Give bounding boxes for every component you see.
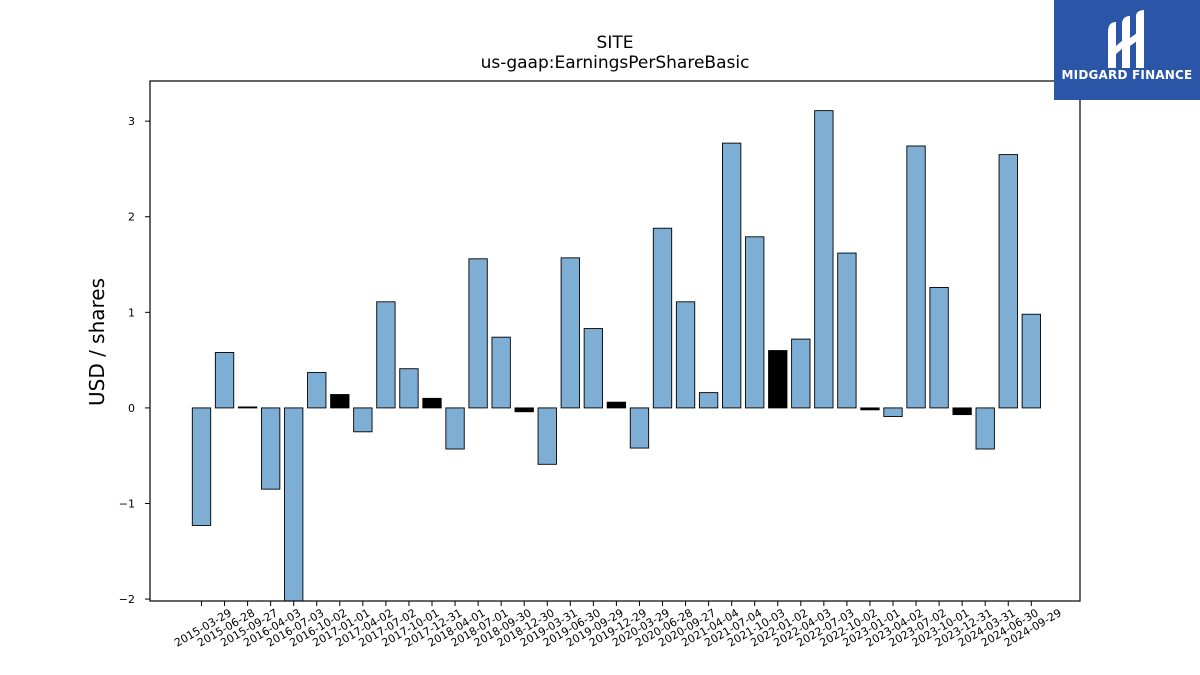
bar-2021-04-04: [698, 392, 719, 409]
bar-2023-04-02: [883, 407, 903, 417]
bar-2019-12-29: [606, 401, 627, 409]
bar-2021-10-03: [745, 236, 765, 409]
bars-group: [191, 110, 1041, 602]
bar-2018-09-30: [491, 336, 511, 409]
chart-title: SITE: [597, 33, 634, 53]
bar-2017-07-02: [376, 301, 396, 409]
bar-2017-01-01: [330, 394, 350, 409]
bar-2020-06-28: [652, 227, 673, 409]
plot-frame: [149, 80, 1081, 602]
bar-2022-04-03: [791, 338, 811, 409]
y-tick-label: −1: [119, 498, 135, 511]
bar-2021-07-04: [722, 142, 742, 409]
y-axis-ticks: −2 −1 0 1 2 3: [119, 115, 150, 606]
y-tick-label: 1: [128, 306, 135, 319]
y-axis-label: USD / shares: [85, 278, 109, 406]
bar-2020-03-29: [629, 407, 650, 449]
bar-2023-07-02: [906, 145, 926, 409]
y-tick-label: −2: [119, 593, 135, 606]
bar-2020-09-27: [675, 301, 696, 409]
logo-text: MIDGARD FINANCE: [1061, 68, 1193, 82]
x-axis-ticks: 2015-03-292015-06-282015-09-272016-04-03…: [172, 601, 1064, 650]
bar-2015-06-28: [214, 352, 235, 409]
bar-2019-03-31: [537, 407, 557, 465]
bar-2024-09-29: [1021, 313, 1041, 409]
y-tick-label: 2: [128, 211, 135, 224]
bar-2023-10-01: [929, 287, 949, 409]
bar-2015-09-27: [237, 406, 258, 409]
bar-2022-01-02: [768, 350, 788, 409]
brand-logo: MIDGARD FINANCE: [1054, 0, 1200, 100]
bar-2017-10-01: [399, 368, 419, 409]
bar-2017-04-02: [353, 407, 373, 433]
bar-2019-06-30: [560, 257, 580, 409]
midgard-logo-icon: [1108, 10, 1144, 68]
bar-2023-01-01: [860, 407, 880, 411]
bar-2016-10-02: [307, 372, 327, 409]
bar-2022-07-03: [814, 110, 834, 409]
bar-2016-07-03: [284, 407, 304, 602]
bar-2018-07-01: [468, 258, 488, 409]
bar-2019-09-29: [583, 328, 604, 409]
bar-2024-06-30: [998, 154, 1018, 409]
bar-2016-04-03: [261, 407, 281, 490]
chart-subtitle: us-gaap:EarningsPerShareBasic: [481, 53, 750, 73]
bar-2024-03-31: [975, 407, 995, 450]
bar-2018-12-30: [514, 407, 534, 413]
bar-2022-10-02: [837, 252, 857, 409]
bar-2015-03-29: [191, 407, 212, 526]
y-tick-label: 0: [128, 402, 135, 415]
bar-2017-12-31: [422, 397, 442, 409]
bar-2023-12-31: [952, 407, 972, 416]
bar-2018-04-01: [445, 407, 465, 450]
y-tick-label: 3: [128, 115, 135, 128]
